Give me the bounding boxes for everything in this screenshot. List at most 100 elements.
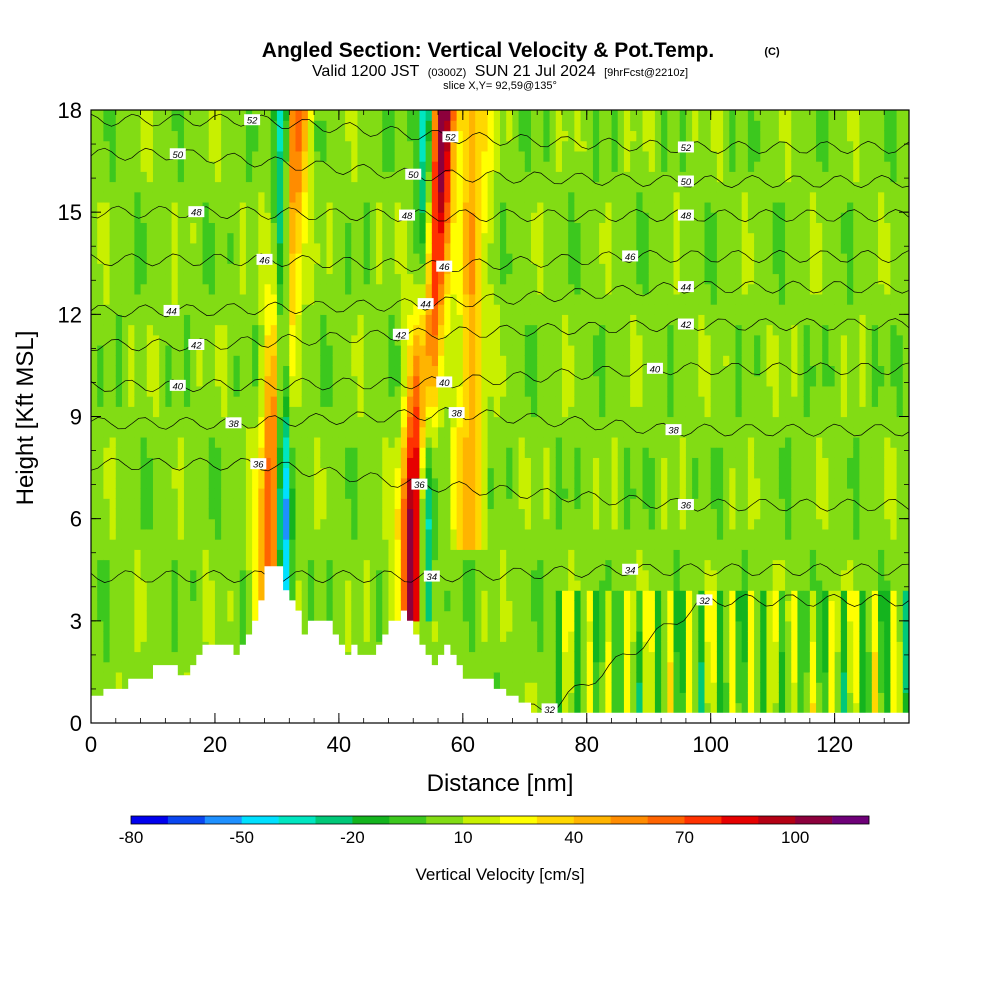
velocity-cell [332, 365, 340, 377]
velocity-cell [338, 477, 346, 489]
velocity-cell [506, 508, 513, 520]
velocity-cell [345, 253, 352, 264]
velocity-cell [134, 436, 142, 448]
velocity-cell [407, 396, 414, 407]
velocity-cell [152, 222, 160, 234]
velocity-cell [159, 641, 166, 653]
velocity-cell [506, 150, 513, 162]
velocity-cell [413, 498, 421, 510]
velocity-cell [413, 263, 421, 275]
velocity-cell [369, 477, 377, 489]
velocity-cell [295, 120, 303, 132]
velocity-cell [586, 161, 594, 172]
velocity-cell [530, 273, 538, 285]
velocity-cell [233, 324, 241, 336]
velocity-cell [332, 191, 340, 203]
velocity-cell [481, 396, 489, 407]
velocity-cell [574, 539, 582, 550]
velocity-cell [438, 344, 445, 356]
velocity-cell [264, 181, 272, 193]
velocity-cell [500, 579, 507, 591]
velocity-cell [524, 232, 532, 244]
velocity-cell [103, 232, 111, 244]
velocity-cell [599, 447, 606, 458]
velocity-cell [202, 569, 210, 581]
velocity-cell [382, 273, 390, 285]
velocity-cell [121, 661, 129, 673]
velocity-cell [289, 467, 297, 479]
velocity-cell [363, 355, 371, 367]
velocity-cell [320, 110, 328, 121]
velocity-cell [512, 518, 520, 530]
velocity-cell [425, 406, 433, 418]
velocity-cell [227, 375, 235, 387]
velocity-cell [115, 375, 123, 387]
velocity-cell [289, 242, 297, 254]
velocity-cell [363, 283, 371, 295]
velocity-cell [357, 273, 365, 285]
velocity-cell [289, 569, 297, 581]
velocity-cell [549, 498, 557, 510]
velocity-cell [376, 620, 383, 632]
velocity-cell [568, 549, 575, 561]
velocity-cell [469, 651, 476, 663]
velocity-cell [307, 559, 315, 571]
velocity-cell [592, 324, 600, 336]
velocity-cell [134, 324, 142, 336]
velocity-cell [264, 110, 272, 121]
velocity-cell [592, 488, 600, 499]
velocity-cell [338, 416, 346, 428]
velocity-cell [351, 549, 359, 561]
velocity-cell [512, 283, 520, 295]
velocity-cell [345, 293, 352, 305]
velocity-cell [183, 600, 191, 612]
velocity-cell [574, 232, 582, 244]
velocity-cell [121, 324, 129, 336]
velocity-cell [103, 212, 111, 223]
velocity-cell [394, 488, 402, 499]
velocity-cell [431, 651, 439, 663]
velocity-cell [388, 569, 396, 581]
velocity-cell [177, 161, 185, 172]
velocity-cell [97, 253, 104, 264]
velocity-cell [400, 457, 408, 469]
velocity-cell [196, 222, 204, 234]
velocity-cell [407, 467, 414, 479]
velocity-cell [376, 365, 383, 377]
velocity-cell [109, 334, 117, 346]
velocity-cell [140, 579, 148, 591]
velocity-cell [314, 508, 321, 520]
velocity-cell [586, 641, 594, 653]
velocity-cell [307, 140, 315, 152]
velocity-cell [338, 590, 346, 601]
velocity-cell [196, 253, 204, 264]
velocity-cell [289, 396, 297, 407]
velocity-cell [214, 140, 222, 152]
velocity-cell [388, 579, 396, 591]
velocity-cell [450, 140, 458, 152]
velocity-cell [555, 406, 563, 418]
velocity-cell [481, 293, 489, 305]
velocity-cell [444, 385, 452, 397]
velocity-cell [376, 334, 383, 346]
velocity-cell [146, 344, 154, 356]
velocity-cell [227, 181, 235, 193]
velocity-cell [524, 416, 532, 428]
velocity-cell [580, 518, 588, 530]
velocity-cell [233, 304, 241, 315]
velocity-cell [177, 406, 185, 418]
velocity-cell [128, 641, 135, 653]
velocity-cell [146, 140, 154, 152]
velocity-cell [493, 467, 501, 479]
velocity-cell [109, 222, 117, 234]
velocity-cell [252, 375, 259, 387]
velocity-cell [599, 600, 606, 612]
velocity-cell [264, 528, 272, 540]
velocity-cell [351, 293, 359, 305]
velocity-cell [183, 130, 191, 142]
velocity-cell [481, 324, 489, 336]
velocity-cell [599, 263, 606, 275]
velocity-cell [338, 365, 346, 377]
velocity-cell [487, 600, 495, 612]
velocity-cell [419, 222, 427, 234]
